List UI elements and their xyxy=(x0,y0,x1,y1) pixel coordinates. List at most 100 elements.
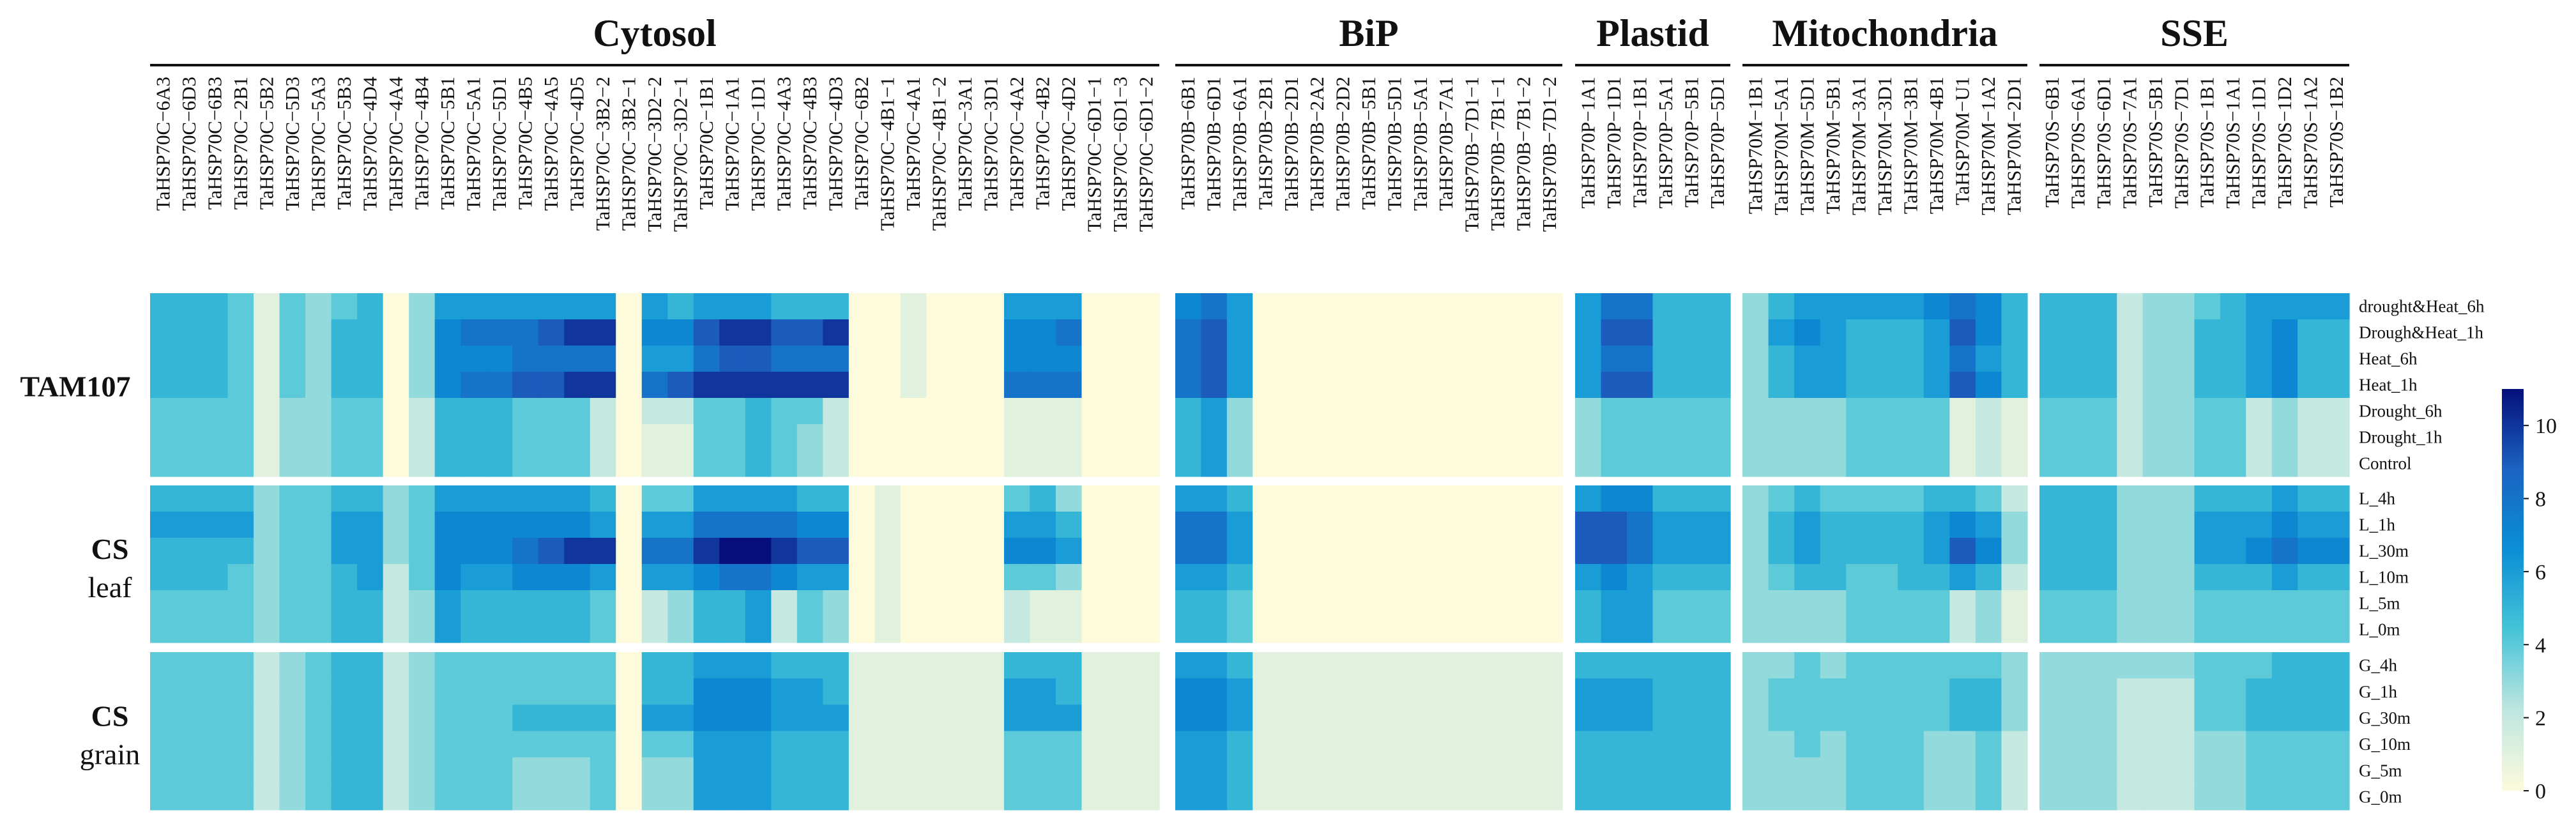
column-label: TaHSP70C−5A3 xyxy=(307,77,329,211)
heatmap-cell xyxy=(1794,705,1821,732)
heatmap-cell xyxy=(2220,652,2246,679)
column-label: TaHSP70C−4B1−2 xyxy=(928,77,950,231)
heatmap-cell xyxy=(874,398,901,425)
heatmap-cell xyxy=(952,783,979,811)
heatmap-cell xyxy=(2001,590,2028,617)
heatmap-cell xyxy=(1627,616,1654,643)
heatmap-cell xyxy=(1407,783,1434,811)
heatmap-cell xyxy=(461,346,487,372)
heatmap-cell xyxy=(1627,731,1654,758)
heatmap-cell xyxy=(823,757,850,784)
heatmap-cell xyxy=(1511,783,1537,811)
heatmap-cell xyxy=(1679,372,1705,399)
heatmap-cell xyxy=(590,512,616,538)
heatmap-cell xyxy=(1923,319,1950,346)
heatmap-cell xyxy=(1433,678,1459,705)
heatmap-cell xyxy=(926,485,953,512)
heatmap-cell xyxy=(254,590,280,617)
heatmap-cell xyxy=(2039,783,2066,811)
heatmap-cell xyxy=(1226,450,1253,477)
heatmap-cell xyxy=(1511,564,1537,591)
heatmap-cell xyxy=(357,293,384,320)
heatmap-cell xyxy=(1330,564,1357,591)
heatmap-cell xyxy=(1081,652,1108,679)
heatmap-cell xyxy=(1923,398,1950,425)
heatmap-cell xyxy=(590,783,616,811)
heatmap-cell xyxy=(771,678,798,705)
heatmap-cell xyxy=(978,424,1005,451)
heatmap-cell xyxy=(150,346,177,372)
heatmap-cell xyxy=(641,424,668,451)
heatmap-cell xyxy=(796,450,823,477)
heatmap-cell xyxy=(719,346,746,372)
heatmap-cell xyxy=(2091,590,2117,617)
heatmap-cell xyxy=(745,512,772,538)
heatmap-cell xyxy=(1133,678,1160,705)
heatmap-cell xyxy=(254,705,280,732)
heatmap-cell xyxy=(1407,512,1434,538)
heatmap-cell xyxy=(2001,731,2028,758)
heatmap-cell xyxy=(357,346,384,372)
heatmap-cell xyxy=(1704,398,1731,425)
heatmap-cell xyxy=(1278,293,1305,320)
heatmap-cell xyxy=(900,485,927,512)
heatmap-cell xyxy=(1459,485,1486,512)
heatmap-cell xyxy=(1794,512,1821,538)
heatmap-cell xyxy=(1107,731,1134,758)
heatmap-cell xyxy=(202,590,229,617)
heatmap-cell xyxy=(1768,398,1795,425)
heatmap-cell xyxy=(1201,293,1228,320)
heatmap-cell xyxy=(1652,678,1679,705)
row-label: G_30m xyxy=(2359,708,2411,728)
heatmap-cell xyxy=(1459,731,1486,758)
heatmap-cell xyxy=(512,783,539,811)
heatmap-cell xyxy=(1253,564,1279,591)
heatmap-cell xyxy=(1704,678,1731,705)
heatmap-cell xyxy=(1898,731,1924,758)
heatmap-cell xyxy=(1081,616,1108,643)
heatmap-cell xyxy=(1081,450,1108,477)
heatmap-cell xyxy=(2168,590,2195,617)
heatmap-cell xyxy=(1871,678,1898,705)
column-label: TaHSP70C−6D3 xyxy=(178,77,200,211)
heatmap-cell xyxy=(1820,372,1847,399)
heatmap-cell xyxy=(823,398,850,425)
heatmap-cell xyxy=(2142,590,2169,617)
heatmap-cell xyxy=(564,372,591,399)
heatmap-cell xyxy=(1175,705,1201,732)
heatmap-cell xyxy=(693,512,720,538)
heatmap-cell xyxy=(1679,590,1705,617)
heatmap-cell xyxy=(1459,616,1486,643)
heatmap-cell xyxy=(1081,590,1108,617)
heatmap-cell xyxy=(2298,398,2324,425)
heatmap-cell xyxy=(176,424,202,451)
heatmap-cell xyxy=(1975,538,2002,565)
column-label: TaHSP70B−5D1 xyxy=(1383,77,1405,211)
heatmap-cell xyxy=(2091,512,2117,538)
heatmap-cell xyxy=(693,783,720,811)
heatmap-cell xyxy=(719,319,746,346)
heatmap-cell xyxy=(486,372,513,399)
heatmap-cell xyxy=(616,705,643,732)
heatmap-cell xyxy=(409,512,436,538)
heatmap-cell xyxy=(1055,731,1083,758)
heatmap-cell xyxy=(538,450,565,477)
heatmap-cell xyxy=(279,590,306,617)
heatmap-cell xyxy=(641,705,668,732)
heatmap-cell xyxy=(978,346,1005,372)
heatmap-cell xyxy=(1484,346,1511,372)
heatmap-cell xyxy=(2091,731,2117,758)
heatmap-cell xyxy=(2194,783,2221,811)
heatmap-cell xyxy=(2091,652,2117,679)
heatmap-cell xyxy=(1484,293,1511,320)
heatmap-cell xyxy=(1030,590,1056,617)
heatmap-cell xyxy=(1704,757,1731,784)
heatmap-cell xyxy=(2117,538,2144,565)
heatmap-cell xyxy=(254,424,280,451)
heatmap-cell xyxy=(641,757,668,784)
heatmap-cell xyxy=(2220,757,2246,784)
heatmap-cell xyxy=(461,485,487,512)
heatmap-cell xyxy=(1742,319,1769,346)
heatmap-cell xyxy=(1201,678,1228,705)
heatmap-cell xyxy=(1355,293,1382,320)
